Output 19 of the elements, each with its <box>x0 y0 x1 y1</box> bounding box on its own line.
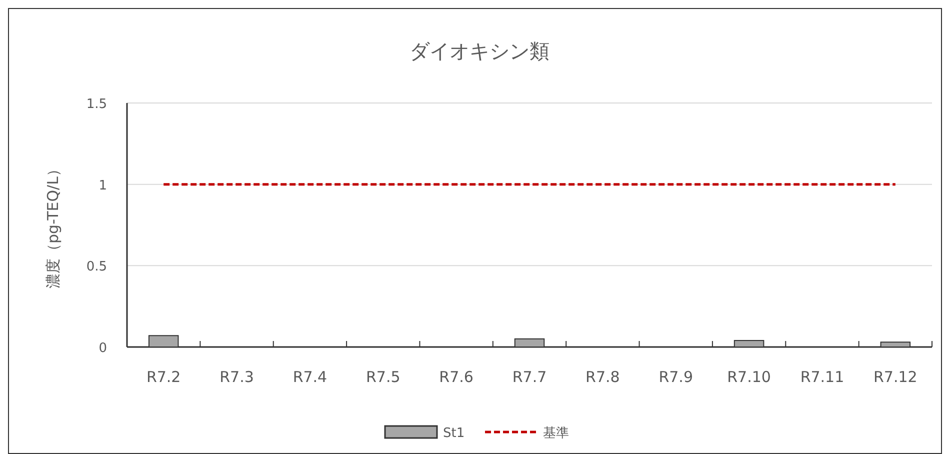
legend-label: St1 <box>443 426 465 441</box>
x-tick-label: R7.3 <box>220 368 254 386</box>
x-tick-label: R7.2 <box>146 368 181 386</box>
x-tick-label: R7.5 <box>366 368 400 386</box>
x-tick-label: R7.11 <box>800 368 844 386</box>
x-tick-label: R7.6 <box>439 368 474 386</box>
chart-title: ダイオキシン類 <box>410 39 550 63</box>
x-tick-label: R7.7 <box>512 368 547 386</box>
x-tick-label: R7.12 <box>873 368 918 386</box>
y-tick-label: 0 <box>98 341 107 356</box>
x-tick-label: R7.4 <box>292 368 328 386</box>
x-tick-label: R7.8 <box>586 368 620 386</box>
y-axis-title: 濃度（pg-TEQ/L） <box>44 162 62 288</box>
y-tick-label: 1.5 <box>86 97 107 112</box>
x-tick-label: R7.10 <box>727 368 771 386</box>
y-tick-label: 0.5 <box>86 260 107 275</box>
legend-label: 基準 <box>543 426 569 441</box>
x-tick-label: R7.9 <box>658 368 694 386</box>
y-tick-label: 1 <box>98 178 107 194</box>
